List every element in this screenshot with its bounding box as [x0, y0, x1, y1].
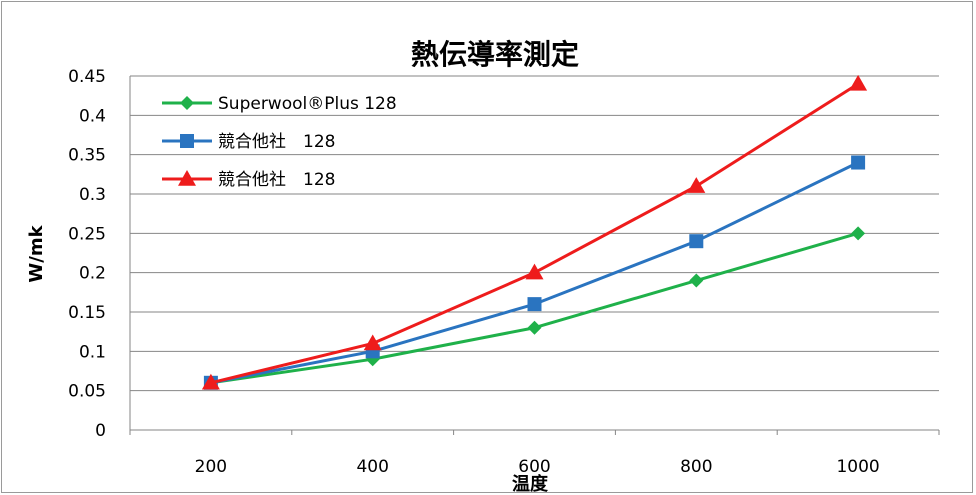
x-axis-title: 温度: [512, 473, 549, 494]
grid-layer: [129, 75, 940, 435]
data-point: [689, 234, 704, 249]
y-tick-label: 0.25: [68, 224, 106, 244]
legend-marker: [180, 96, 194, 110]
y-tick-label: 0.15: [68, 303, 106, 323]
data-point: [687, 177, 706, 193]
data-point: [527, 297, 542, 312]
data-point: [525, 263, 544, 280]
y-tick-label: 0.2: [79, 264, 106, 284]
x-tick-label: 400: [356, 457, 388, 477]
y-tick-label: 0.45: [68, 67, 106, 87]
data-point: [851, 226, 866, 241]
x-tick-label: 600: [518, 457, 550, 477]
x-tick-label: 200: [195, 457, 227, 477]
data-point: [363, 334, 382, 351]
legend-entry-2: 競合他社 128: [162, 132, 335, 152]
data-point: [849, 74, 868, 91]
legend-label: Superwool®Plus 128: [218, 94, 397, 114]
legend-label: 競合他社 128: [218, 132, 335, 152]
legend-marker: [178, 170, 196, 186]
x-tick-label: 1000: [836, 457, 879, 477]
data-point: [527, 320, 542, 335]
legend-marker: [180, 134, 194, 148]
chart-title: 熱伝導率測定: [411, 38, 579, 71]
data-point: [689, 273, 704, 288]
data-point: [201, 373, 220, 390]
y-tick-label: 0.1: [79, 342, 106, 362]
y-tick-label: 0.35: [68, 146, 106, 166]
y-axis-title: W/mk: [26, 224, 47, 282]
legend-entry-3: 競合他社 128: [162, 170, 335, 190]
legend-label: 競合他社 128: [218, 170, 335, 190]
series-layer: [201, 74, 868, 390]
data-point: [851, 155, 866, 170]
y-tick-label: 0.05: [68, 382, 106, 402]
y-tick-label: 0.3: [79, 185, 106, 205]
y-tick-label: 0: [95, 421, 106, 441]
series-3: [201, 74, 868, 390]
legend: Superwool®Plus 128 競合他社 128 競合他社 128: [162, 94, 397, 190]
x-tick-label: 800: [680, 457, 712, 477]
legend-entry-1: Superwool®Plus 128: [162, 94, 397, 114]
y-tick-label: 0.4: [79, 106, 106, 126]
tick-labels: 0 0.05 0.1 0.15 0.2 0.25 0.3 0.35 0.4 0.45 200 400 6…: [68, 67, 880, 477]
